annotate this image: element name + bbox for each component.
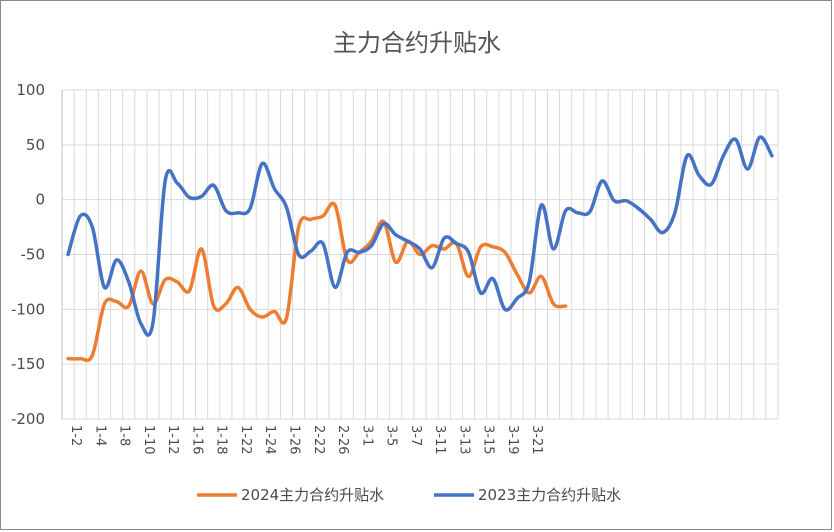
y-tick-label: -200: [11, 410, 45, 428]
x-tick-label: 1-10: [141, 425, 156, 455]
x-tick-label: 3-21: [529, 425, 544, 455]
y-tick-label: 100: [16, 81, 45, 99]
x-tick-label: 1-18: [214, 425, 229, 455]
x-tick-label: 1-24: [262, 425, 277, 455]
x-tick-label: 1-4: [92, 425, 107, 446]
series-lines: [66, 135, 774, 363]
x-tick-label: 1-8: [117, 425, 132, 446]
y-axis-ticks: 100 50 0 -50 -100 -150 -200: [11, 81, 45, 428]
x-tick-label: 3-11: [432, 425, 447, 455]
legend-label: 2023主力合约升贴水: [478, 486, 621, 504]
y-tick-label: -100: [11, 300, 45, 318]
x-tick-label: 3-13: [456, 425, 471, 455]
legend-label: 2024主力合约升贴水: [241, 486, 384, 504]
series-line-2024: [66, 201, 568, 363]
x-axis-ticks: 1-2 1-4 1-8 1-10 1-12 1-16 1-18 1-22 1-24 1-26 2-2…: [68, 425, 544, 455]
series-line-2023: [66, 135, 774, 337]
x-tick-label: 2-26: [335, 425, 350, 455]
grid-lines: [61, 89, 779, 420]
y-tick-label: -150: [11, 355, 45, 373]
x-tick-label: 1-22: [238, 425, 253, 455]
x-tick-label: 1-12: [165, 425, 180, 455]
x-tick-label: 2-22: [311, 425, 326, 455]
chart-title: 主力合约升贴水: [333, 29, 501, 57]
y-tick-label: 0: [35, 191, 45, 209]
x-tick-label: 1-26: [287, 425, 302, 455]
x-tick-label: 3-5: [384, 425, 399, 446]
y-tick-label: -50: [21, 246, 46, 264]
legend: 2024主力合约升贴水 2023主力合约升贴水: [197, 486, 621, 504]
x-tick-label: 3-7: [408, 425, 423, 446]
y-tick-label: 50: [26, 136, 45, 154]
x-tick-label: 1-16: [189, 425, 204, 455]
x-tick-label: 3-19: [505, 425, 520, 455]
x-tick-label: 3-1: [359, 425, 374, 446]
x-tick-label: 3-15: [481, 425, 496, 455]
x-tick-label: 1-2: [68, 425, 83, 446]
